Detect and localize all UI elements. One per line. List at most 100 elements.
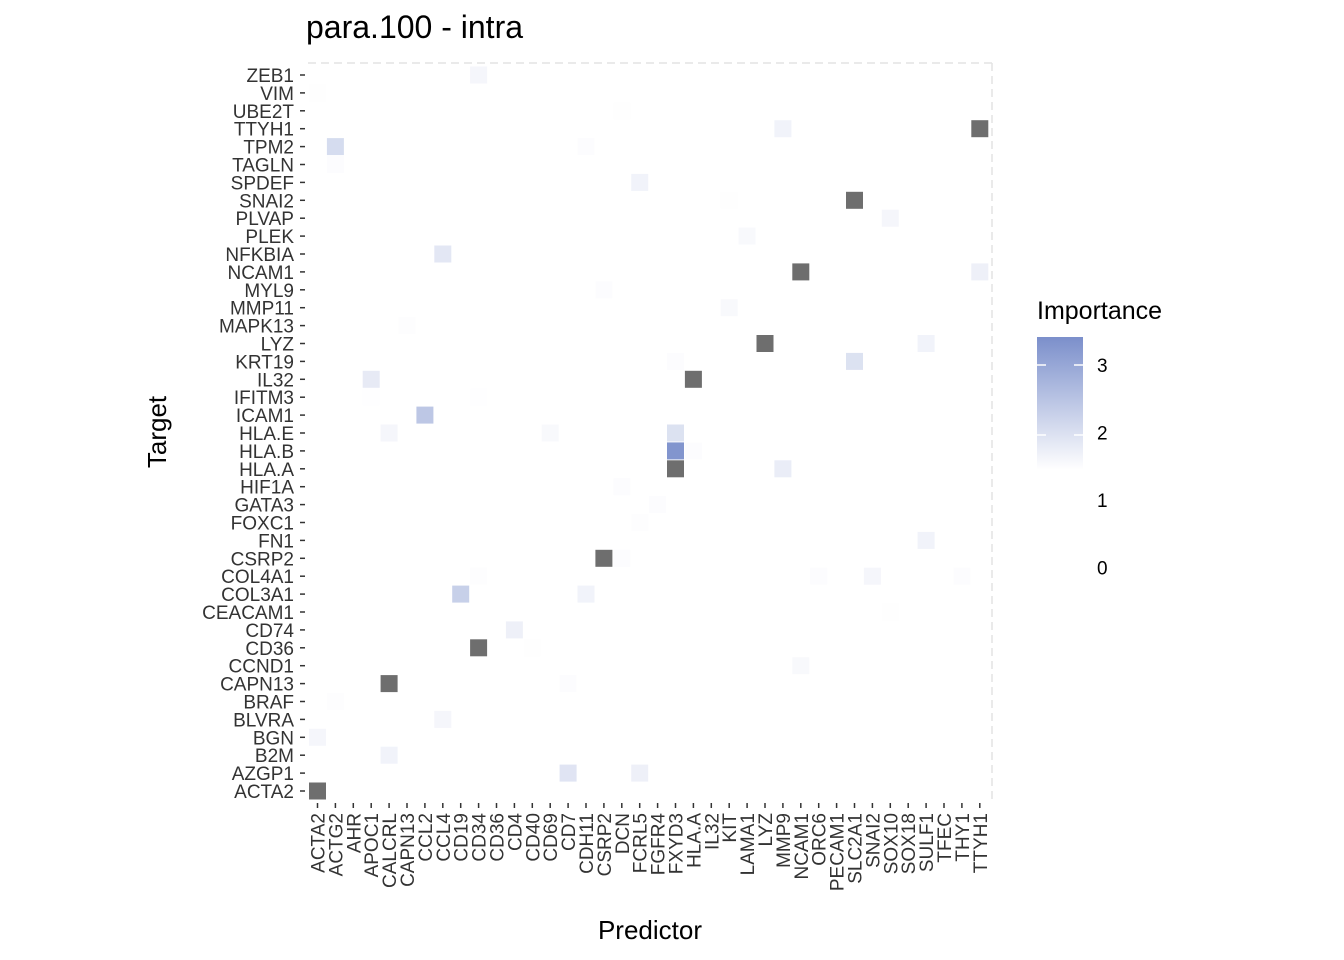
y-tick-label: UBE2T [233,102,295,123]
x-tick-label: SLC2A1 [846,813,867,884]
y-tick-label: MAPK13 [219,317,294,338]
heatmap-cell [326,138,344,156]
heatmap-cell [738,227,756,245]
y-axis: ACTA2AZGP1B2MBGNBLVRABRAFCAPN13CCND1CD36… [202,66,305,803]
y-tick-label: TAGLN [232,156,294,177]
x-tick-label: ORC6 [810,813,831,866]
x-tick-label: CD4 [505,813,526,851]
legend-tick-label: 1 [1097,491,1108,512]
x-tick-label: ACTG2 [326,813,347,876]
y-tick-label: MYL9 [244,281,294,302]
heatmap-cell [774,460,792,478]
x-tick-label: CAPN13 [398,813,419,887]
heatmap-cell [559,764,577,782]
y-axis-title: Target [142,395,172,468]
x-tick-label: KIT [720,813,741,843]
x-tick-label: FGFR4 [649,813,670,876]
heatmap-cell [792,657,810,675]
heatmap-cell [684,442,702,460]
legend-tick-label: 0 [1097,559,1108,580]
heatmap-cell [756,335,774,352]
heatmap-cell [667,460,684,478]
y-tick-label: BRAF [243,693,294,714]
heatmap-cell [684,370,702,388]
heatmap-cell [649,496,667,514]
legend-tick-label: 2 [1097,424,1108,445]
legend: Importance 3 2 1 0 [1037,297,1162,580]
y-tick-label: ACTA2 [234,782,294,803]
y-tick-label: AZGP1 [232,764,294,785]
x-tick-label: TTYH1 [971,813,992,873]
y-tick-label: CD74 [245,621,294,642]
x-tick-label: CD34 [470,813,491,862]
heatmap-cell [452,585,470,603]
x-tick-label: HLA.A [684,813,705,868]
x-tick-label: ACTA2 [309,813,330,873]
x-tick-label: CCL4 [434,813,455,862]
heatmap-cell [917,531,935,549]
y-tick-label: PLEK [245,227,294,248]
legend-ticks: 3 2 1 0 [1037,356,1108,580]
y-tick-label: LYZ [261,335,295,356]
y-tick-label: CD36 [245,639,294,660]
x-tick-label: SULF1 [917,813,938,872]
heatmap-cell [380,424,398,442]
heatmap-cell [577,585,595,603]
heatmap-cell [613,478,631,496]
heatmap-cell [810,567,828,585]
heatmap-cell [309,728,326,746]
x-tick-label: LYZ [756,813,777,847]
x-tick-label: CSRP2 [595,813,616,876]
x-tick-label: CD36 [488,813,509,862]
x-tick-label: IL32 [702,813,723,850]
heatmap-cell [971,263,989,281]
plot-panel [308,62,993,801]
x-tick-label: CD40 [523,813,544,862]
x-axis-title: Predictor [598,915,702,945]
heatmap-cell [470,567,488,585]
heatmap-cell [326,156,344,173]
x-tick-label: SOX10 [881,813,902,874]
heatmap-cell [953,567,971,585]
heatmap-cell [362,370,380,388]
legend-colorbar [1037,337,1083,470]
heatmap-cell [541,424,559,442]
heatmap-cells [309,66,989,800]
y-tick-label: IL32 [257,370,294,391]
heatmap-cell [613,549,631,567]
y-tick-label: B2M [255,746,294,767]
y-tick-label: BGN [253,728,294,749]
legend-tick-label: 3 [1097,356,1108,377]
heatmap-cell [971,120,989,138]
heatmap-cell [667,352,684,370]
y-tick-label: SNAI2 [239,191,294,212]
y-tick-label: TPM2 [243,138,294,159]
heatmap-cell [917,335,935,352]
plot-background [308,63,992,801]
x-tick-label: SOX18 [899,813,920,874]
y-tick-label: FOXC1 [231,514,294,535]
y-tick-label: HLA.E [239,424,294,445]
y-tick-label: IFITM3 [234,388,294,409]
y-tick-label: MMP11 [230,299,294,320]
heatmap-cell [523,639,541,657]
y-tick-label: COL4A1 [221,567,294,588]
x-tick-label: CDH11 [577,813,598,874]
x-axis: ACTA2ACTG2AHRAPOC1CALCRLCAPN13CCL2CCL4CD… [309,803,992,891]
x-tick-label: THY1 [953,813,974,862]
y-tick-label: BLVRA [233,710,294,731]
y-tick-label: PLVAP [236,209,294,230]
heatmap-cell [434,710,452,728]
legend-title: Importance [1037,297,1162,325]
x-tick-label: FXYD3 [667,813,688,874]
heatmap-cell [631,173,649,191]
x-tick-label: LAMA1 [738,813,759,875]
y-tick-label: HLA.B [239,442,294,463]
heatmap-cell [559,675,577,693]
heatmap-cell [881,603,899,621]
heatmap-cell [631,514,649,531]
x-tick-label: TFEC [935,813,956,863]
heatmap-cell [309,84,326,102]
y-tick-label: GATA3 [235,496,294,517]
